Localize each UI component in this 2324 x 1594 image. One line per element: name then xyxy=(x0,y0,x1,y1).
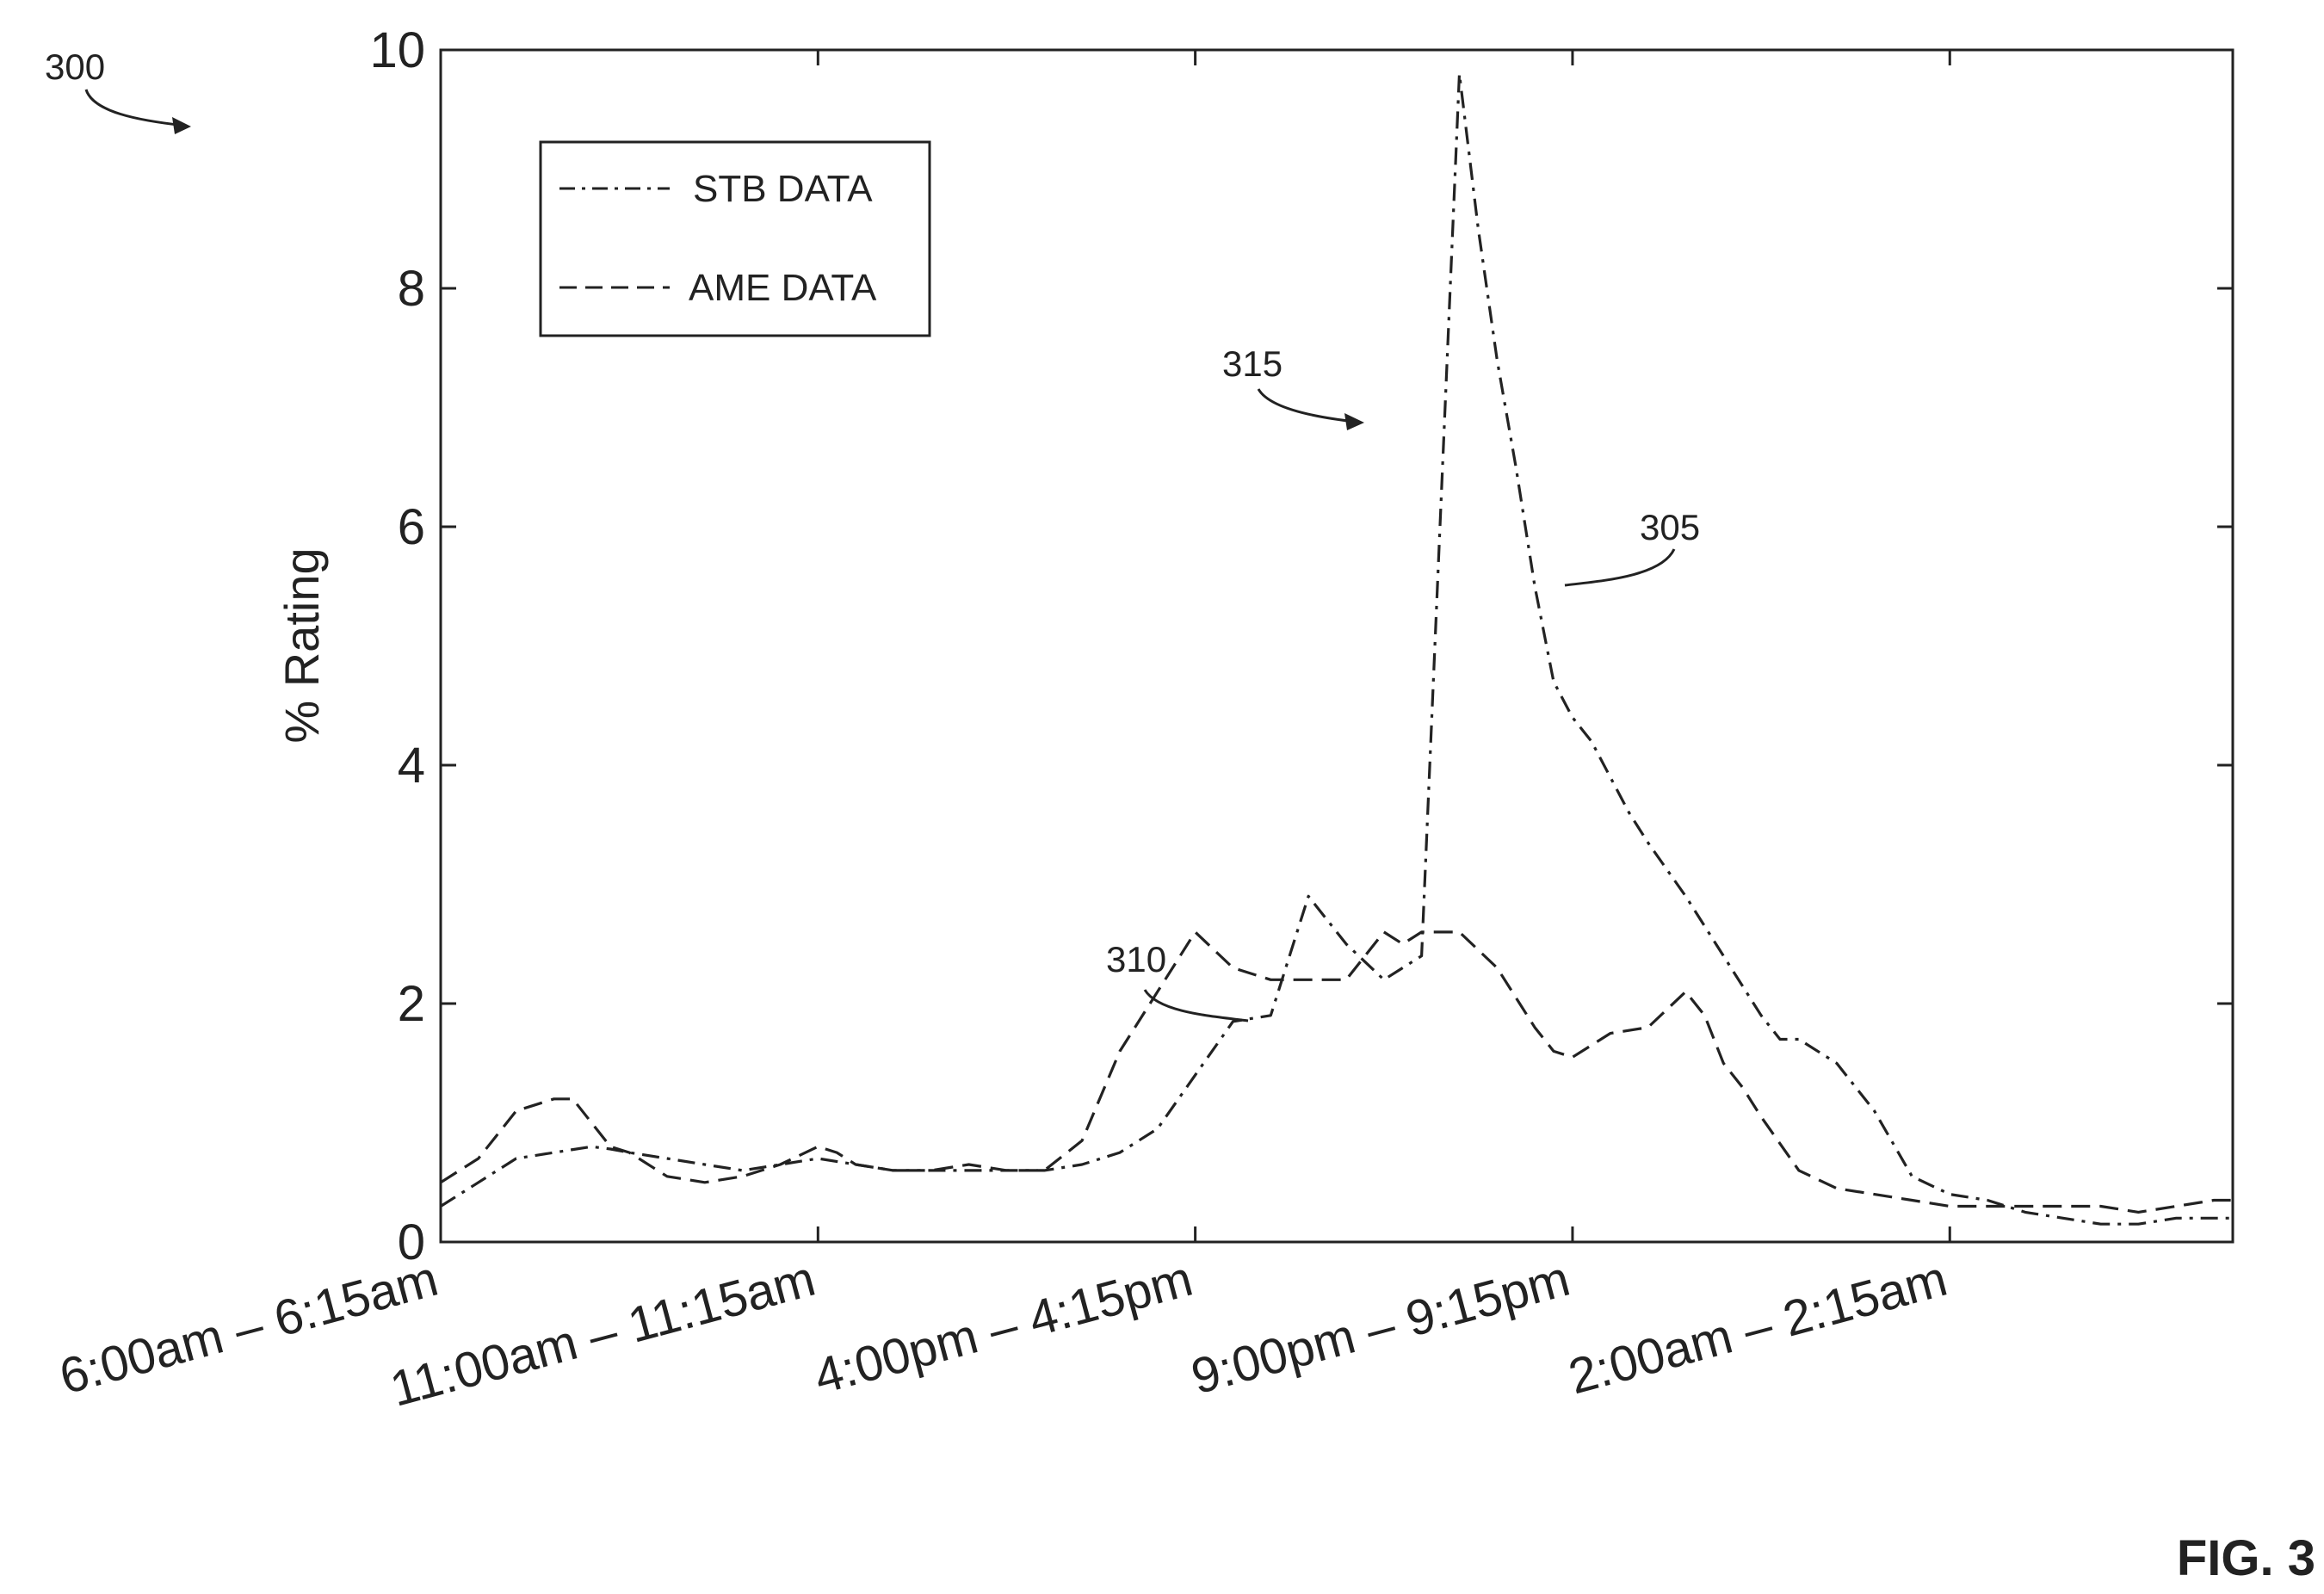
y-axis: 0 2 4 6 8 10 xyxy=(369,22,2233,1270)
y-tick-label: 2 xyxy=(398,976,425,1032)
ref-310-leader xyxy=(1143,989,1249,1023)
series-layer xyxy=(440,72,2233,1226)
legend-label-ame: AME DATA xyxy=(689,267,877,309)
x-tick-label: 6:00am – 6:15am xyxy=(54,1251,444,1406)
x-tick-label: 2:00am – 2:15am xyxy=(1563,1251,1953,1406)
legend-label-stb: STB DATA xyxy=(693,168,873,210)
y-tick-label: 0 xyxy=(398,1214,425,1270)
ref-300-label: 300 xyxy=(45,46,105,87)
ref-300-arrow-icon xyxy=(84,89,186,127)
ref-315-arrow-icon xyxy=(1257,388,1357,423)
x-tick-label: 4:00pm – 4:15pm xyxy=(808,1251,1198,1406)
x-tick-label: 11:00am – 11:15am xyxy=(385,1251,821,1418)
y-tick-label: 8 xyxy=(398,261,425,317)
y-tick-label: 6 xyxy=(398,499,425,555)
series-line-ame xyxy=(440,930,2233,1214)
ref-315-arrowhead-icon xyxy=(1344,413,1364,430)
y-tick-label: 10 xyxy=(369,22,425,78)
x-tick-label: 9:00pm – 9:15pm xyxy=(1185,1251,1575,1406)
ref-305-leader xyxy=(1564,548,1676,587)
legend: STB DATA AME DATA xyxy=(539,140,931,337)
ref-310-label: 310 xyxy=(1106,939,1166,979)
ref-300-arrowhead-icon xyxy=(172,117,191,134)
y-tick-label: 4 xyxy=(398,738,425,794)
legend-box xyxy=(539,140,931,337)
ref-315-label: 315 xyxy=(1222,343,1283,384)
figure-label: FIG. 3 xyxy=(2177,1530,2315,1586)
plot-frame xyxy=(439,48,2234,1244)
y-axis-label: % Rating xyxy=(275,547,329,743)
series-line-stb xyxy=(440,72,2233,1226)
ref-305-label: 305 xyxy=(1640,507,1700,547)
